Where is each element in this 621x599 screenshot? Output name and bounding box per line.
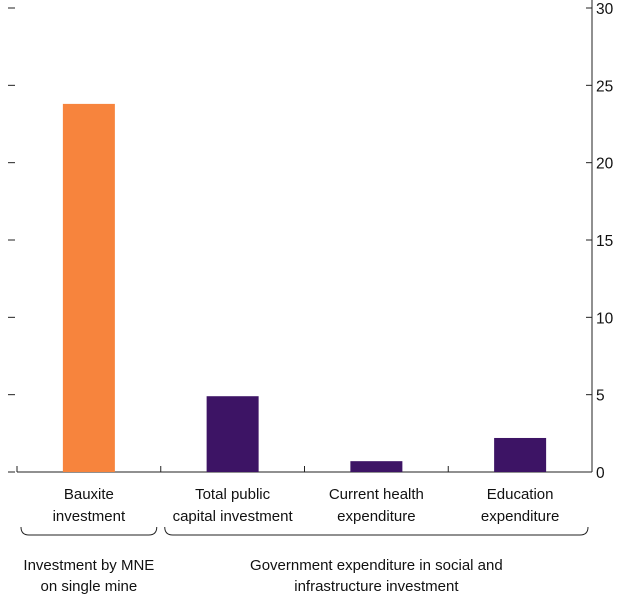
category-label-line: Bauxite [64,486,114,503]
category-label-line: expenditure [337,508,415,525]
bar-0 [62,103,115,472]
group-brackets: Investment by MNE on single mine Governmen… [20,526,589,595]
group-bracket [20,526,158,536]
category-label: Current health expenditure [329,486,424,525]
bar-1 [206,396,259,472]
category-labels: Bauxite investment Total public capital inv… [53,486,560,525]
group-label: Investment by MNE on single mine [23,557,154,595]
y-tick-label: 20 [596,156,614,173]
group-label: Government expenditure in social and infr… [250,557,503,595]
group-bracket [164,526,589,536]
category-label-line: investment [53,508,126,525]
y-tick-label: 15 [596,233,613,250]
y-tick-label: 5 [596,388,605,405]
bar-2 [350,461,403,472]
category-label-line: Total public [195,486,271,503]
category-label: Bauxite investment [53,486,126,525]
y-tick-label: 10 [596,310,614,327]
category-label-line: Current health [329,486,424,503]
category-label: Education expenditure [481,486,559,525]
y-tick-label: 25 [596,78,613,95]
chart-ticks: 0 5 10 15 20 25 30 [8,1,614,482]
category-label: Total public capital investment [173,486,294,525]
category-label-line: expenditure [481,508,559,525]
y-tick-label: 30 [596,1,614,18]
bar-3 [494,437,547,472]
y-tick-label: 0 [596,465,605,482]
group-label-line: on single mine [41,578,138,595]
chart-bars [62,103,547,472]
category-label-line: capital investment [173,508,294,525]
category-label-line: Education [487,486,554,503]
group-label-line: Government expenditure in social and [250,557,503,574]
group-label-line: Investment by MNE [23,557,154,574]
group-label-line: infrastructure investment [294,578,459,595]
